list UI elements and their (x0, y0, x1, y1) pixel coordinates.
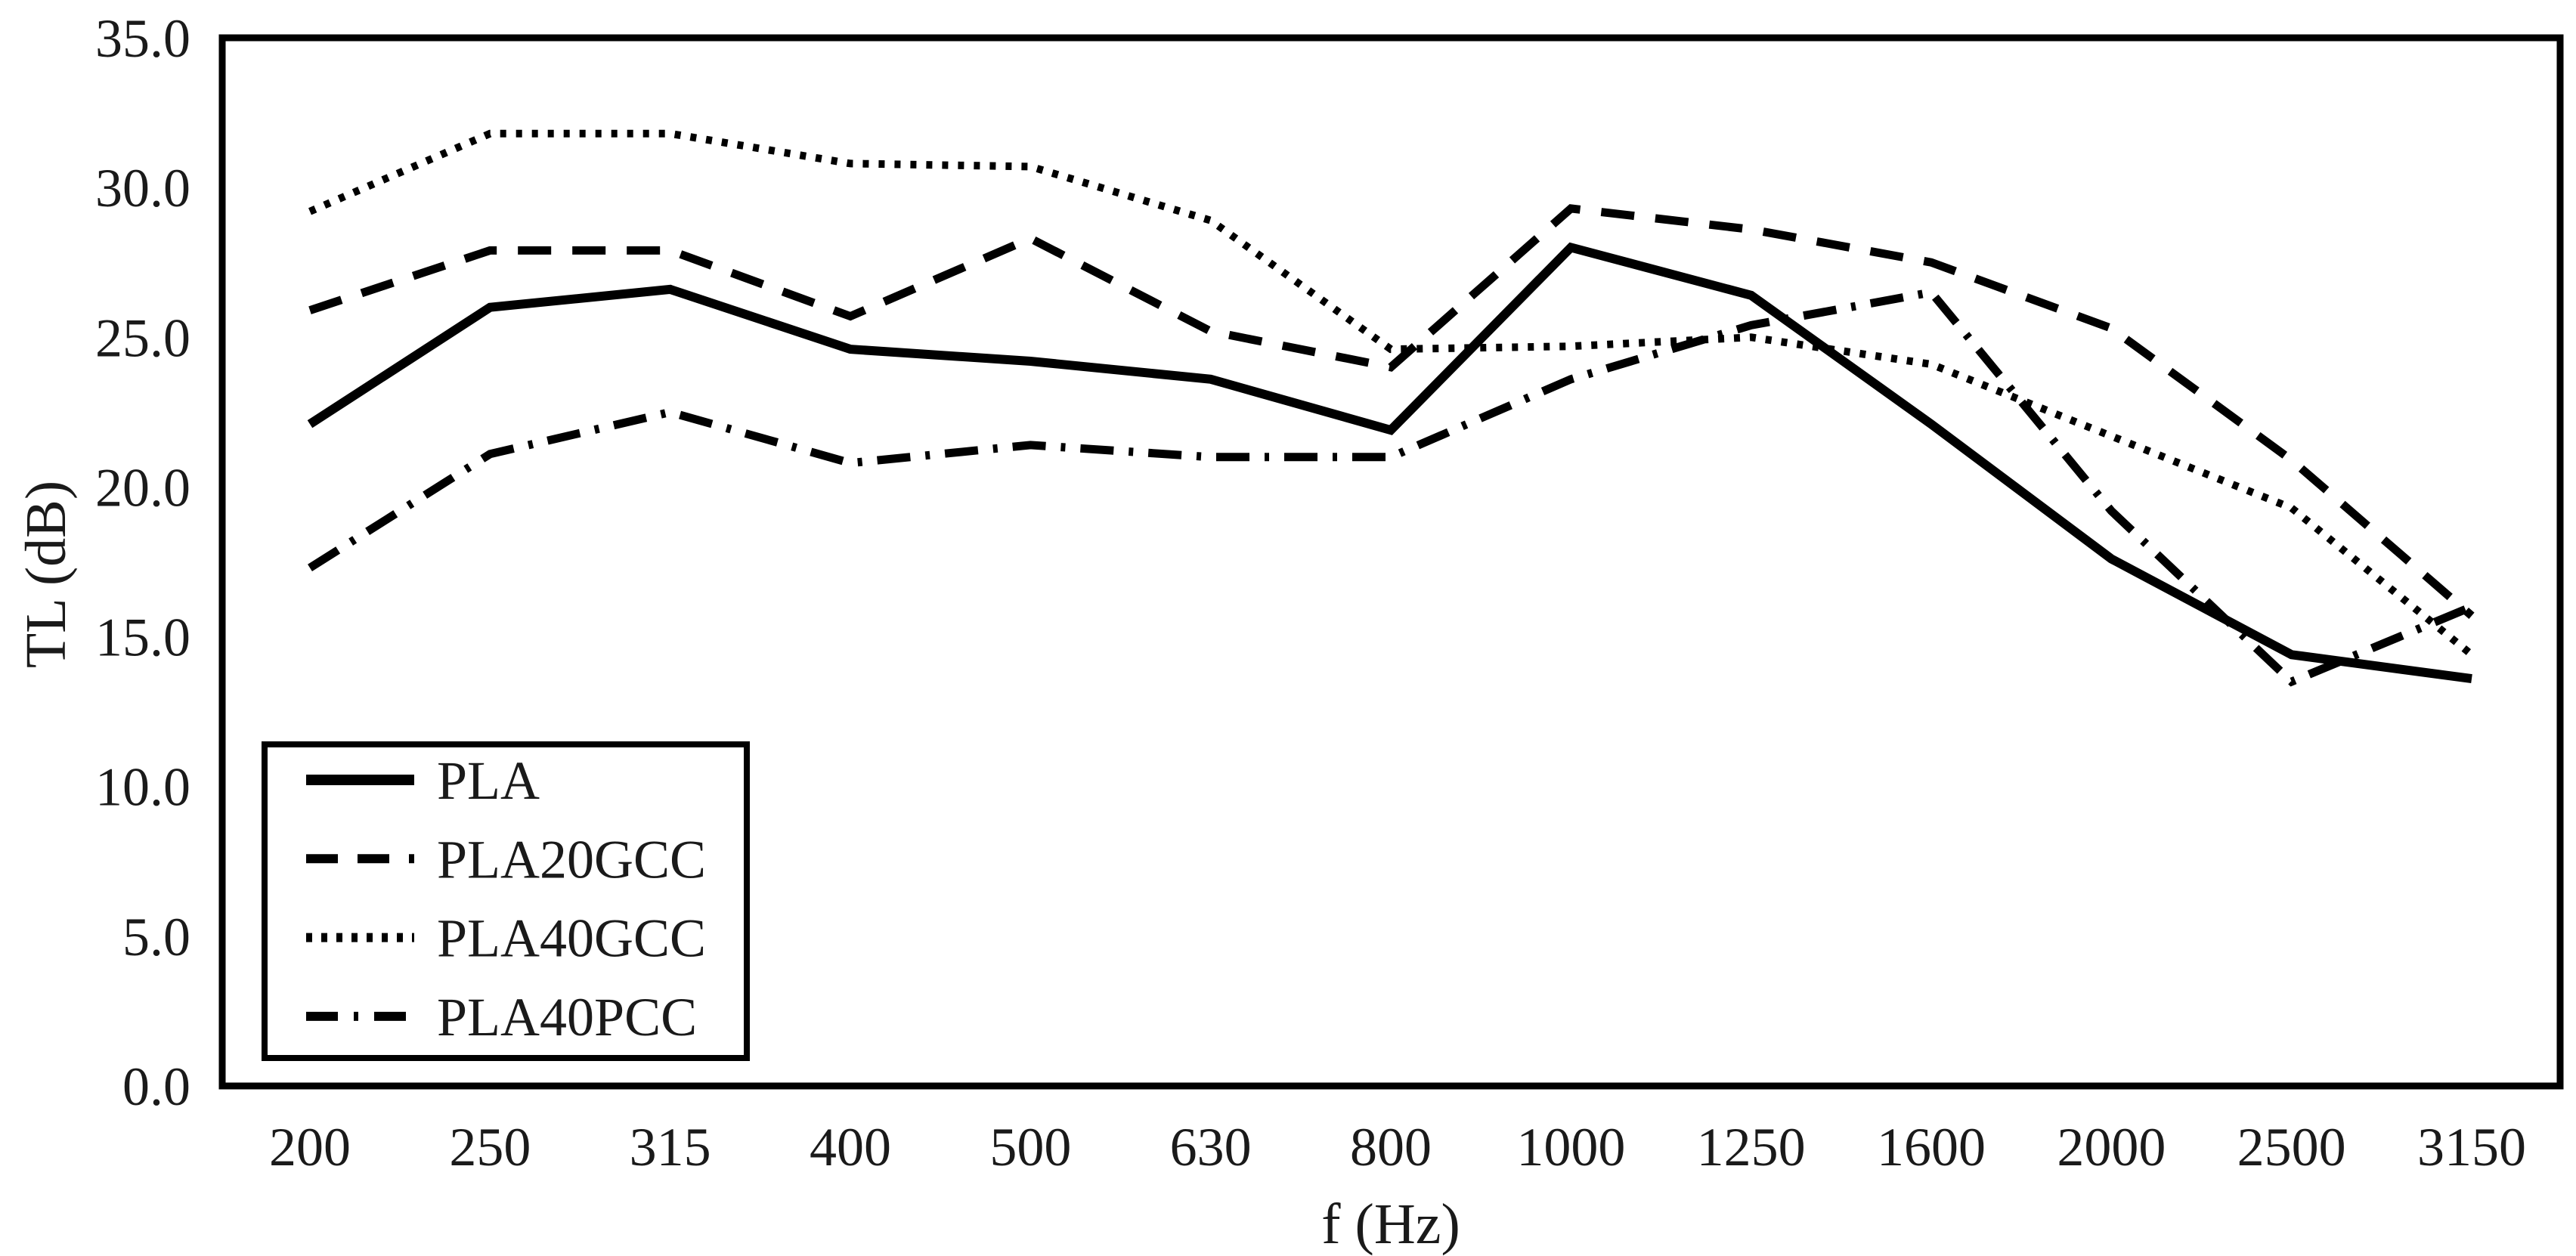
y-axis-title: TL (dB) (14, 481, 78, 668)
x-tick-label: 1250 (1697, 1117, 1806, 1177)
x-tick-label: 250 (449, 1117, 531, 1177)
x-tick-label: 630 (1170, 1117, 1252, 1177)
y-tick-label: 15.0 (95, 608, 190, 668)
axis-layer: 0.0 5.0 10.0 15.0 20.0 25.0 30.0 35.0 200 250 315 4… (95, 8, 2564, 1177)
x-tick-label: 500 (989, 1117, 1071, 1177)
legend-box (262, 741, 750, 1061)
plot-layer (307, 129, 2475, 687)
x-tick-label: 1600 (1877, 1117, 1986, 1177)
y-tick-label: 5.0 (122, 907, 190, 967)
plot-border (218, 34, 2564, 1090)
x-axis-title: f (Hz) (1321, 1193, 1460, 1256)
series-line-PLA20GCC (308, 204, 2475, 619)
series-line-PLA40PCC (308, 287, 2474, 687)
legend-label-PLA: PLA (437, 750, 540, 811)
y-tick-label: 10.0 (95, 757, 190, 818)
y-tick-label: 30.0 (95, 158, 190, 218)
x-tick-label: 1000 (1516, 1117, 1625, 1177)
x-tick-label: 315 (630, 1117, 711, 1177)
legend-label-PLA20GCC: PLA20GCC (437, 829, 706, 889)
legend-layer: PLA PLA20GCC PLA40GCC PLA40PCC (262, 741, 750, 1061)
y-tick-label: 25.0 (95, 308, 190, 368)
x-tick-label: 800 (1350, 1117, 1432, 1177)
y-tick-label: 20.0 (95, 457, 190, 518)
x-tick-label: 2000 (2057, 1117, 2166, 1177)
series-line-PLA40GCC (308, 129, 2475, 658)
legend-label-PLA40GCC: PLA40GCC (437, 908, 706, 969)
y-tick-label: 0.0 (122, 1056, 190, 1117)
x-tick-label: 3150 (2417, 1117, 2526, 1177)
series-line-PLA (307, 242, 2472, 684)
x-tick-label: 200 (269, 1117, 351, 1177)
x-tick-label: 400 (810, 1117, 891, 1177)
x-tick-label: 2500 (2237, 1117, 2346, 1177)
legend-label-PLA40PCC: PLA40PCC (437, 987, 697, 1047)
y-tick-label: 35.0 (95, 8, 190, 69)
